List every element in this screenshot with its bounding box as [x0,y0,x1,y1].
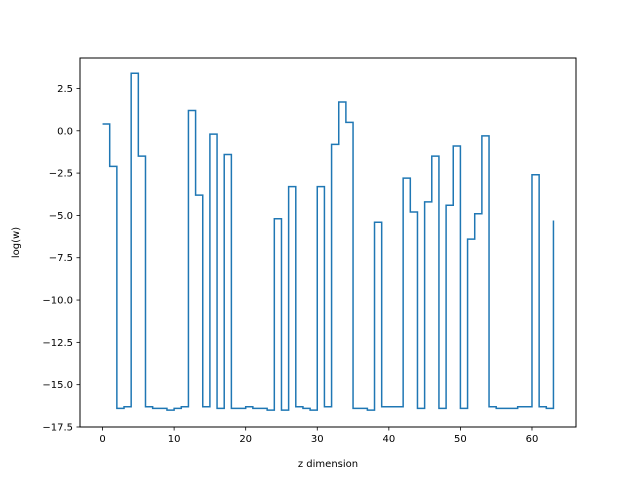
ticks: 0 10 20 30 40 50 60 −17.5 −15.0 −12.5 −10.0 −7.5 −5.… [42,84,538,445]
y-tick-label: 2.5 [57,84,73,95]
x-tick-label: 50 [454,434,467,445]
y-axis-label: log(w) [11,227,22,258]
x-tick-label: 30 [311,434,324,445]
x-axis-label: z dimension [298,459,358,470]
y-tick-label: −17.5 [42,423,73,434]
y-tick-label: −5.0 [49,211,73,222]
y-tick-label: 0.0 [57,126,73,137]
x-tick-label: 10 [168,434,181,445]
y-tick-label: −7.5 [49,253,73,264]
plot-area [102,72,555,411]
y-tick-label: −15.0 [42,380,73,391]
x-tick-label: 60 [526,434,539,445]
y-tick-label: −2.5 [49,169,73,180]
series-line-0 [102,72,555,411]
x-tick-label: 0 [99,434,105,445]
y-tick-label: −12.5 [42,338,73,349]
x-tick-label: 20 [239,434,252,445]
x-tick-label: 40 [382,434,395,445]
axes-frame [79,57,577,428]
y-tick-label: −10.0 [42,296,73,307]
